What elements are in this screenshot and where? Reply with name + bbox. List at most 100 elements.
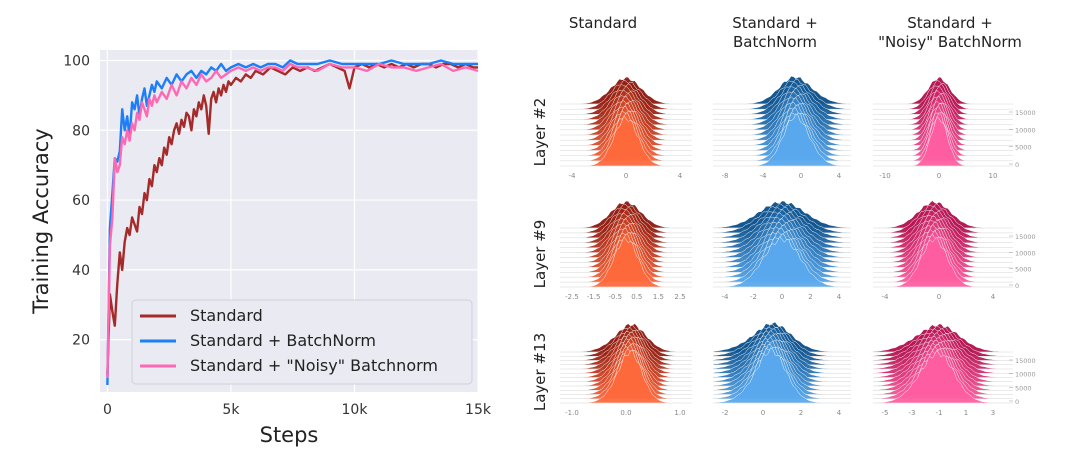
x-tick-label: 15k: [465, 402, 492, 418]
ridge: [872, 325, 1006, 357]
step-label: 0: [1015, 282, 1019, 290]
ridge: [712, 227, 852, 273]
ridge: [560, 83, 692, 115]
ridge: [873, 219, 1005, 258]
ridge: [872, 349, 1005, 404]
ridge: [560, 349, 692, 404]
ridge-x-tick: 0: [799, 172, 803, 180]
ridge: [713, 101, 852, 146]
ridge: [713, 112, 851, 162]
ridge: [560, 331, 692, 370]
ridge: [872, 332, 1006, 370]
ridge: [713, 75, 852, 105]
ridge: [560, 200, 692, 229]
ridge-x-tick: 3: [991, 409, 995, 417]
legend: Standard Standard + BatchNorm Standard + "…: [131, 299, 473, 385]
y-tick-label: 60: [72, 193, 90, 209]
ridge: [713, 78, 852, 110]
ridge: [560, 224, 692, 268]
ridge: [560, 323, 692, 353]
ridge: [873, 206, 1005, 239]
ridge: [873, 83, 1005, 115]
ridge: [873, 103, 1005, 146]
column-title-noisy-line1: Standard +: [907, 14, 993, 32]
ridge: [872, 339, 1006, 383]
ridge: [560, 102, 692, 146]
ridge: [559, 348, 693, 400]
ridge: [560, 106, 692, 151]
ridge: [713, 107, 852, 156]
ridge-x-tick: 0.0: [620, 409, 631, 417]
ridge: [712, 218, 852, 258]
ridge-x-tick: 4: [991, 293, 996, 301]
ridge: [559, 333, 693, 374]
ridge: [872, 328, 1006, 361]
ridge: [712, 336, 852, 383]
ridge: [713, 91, 852, 131]
ridge: [560, 110, 692, 156]
ridge: [873, 89, 1005, 125]
y-tick-label: 20: [72, 333, 90, 349]
ridge-x-tick: 1: [964, 409, 968, 417]
ridge-x-tick: 4: [837, 293, 842, 301]
step-label: 15000: [1015, 109, 1036, 117]
x-axis-label: Steps: [260, 423, 319, 447]
ridge-x-tick: -2.5: [565, 293, 579, 301]
ridge: [560, 336, 692, 378]
ridge: [873, 100, 1005, 141]
ridge: [873, 224, 1005, 268]
ridge: [712, 221, 852, 263]
column-title-noisy-line2: "Noisy" BatchNorm: [878, 33, 1022, 51]
ridge: [559, 228, 693, 273]
ridge: [873, 112, 1005, 162]
ridge: [713, 85, 852, 120]
ridge: [713, 87, 852, 125]
ridge-x-tick: -0.5: [608, 293, 622, 301]
ridge: [873, 76, 1005, 105]
ridge: [712, 209, 852, 244]
ridge-x-tick: -3: [909, 409, 916, 417]
ridge: [872, 346, 1006, 395]
ridge: [712, 344, 851, 395]
ridge: [560, 76, 692, 105]
ridge: [560, 95, 692, 136]
ridge: [712, 233, 852, 283]
step-label: 5000: [1015, 266, 1032, 274]
ridge-x-tick: -4: [882, 293, 890, 301]
ridge-x-tick: 4: [837, 172, 842, 180]
ridge: [560, 100, 692, 141]
column-title-batchnorm-line1: Standard +: [732, 14, 818, 32]
ridge-x-tick: 2: [799, 409, 803, 417]
legend-label-1: Standard + BatchNorm: [190, 331, 376, 350]
ridge-x-tick: -1.0: [565, 409, 579, 417]
ridge: [873, 93, 1005, 131]
ridge: [712, 206, 852, 239]
ridge-x-tick: -2: [722, 409, 729, 417]
row-title-layer-13: Layer #13: [531, 332, 549, 412]
ridge: [560, 232, 692, 278]
ridge: [873, 116, 1005, 167]
ridge-x-tick: 0: [937, 293, 941, 301]
ridge: [872, 343, 1006, 391]
ridge: [560, 203, 692, 234]
row-title-layer-9: Layer #9: [531, 219, 549, 289]
ridge-x-tick: 1.0: [674, 409, 685, 417]
ridge: [560, 340, 692, 387]
step-label: 10000: [1015, 371, 1036, 379]
ridge: [712, 324, 852, 357]
ridge: [560, 344, 692, 395]
ridge-panel-2: -10 0 10 15000 10000 5000 0: [873, 76, 1036, 180]
ridge: [712, 236, 852, 288]
ridge: [712, 212, 852, 248]
ridge-x-tick: 0: [624, 172, 628, 180]
ridge-x-tick: -5: [882, 409, 889, 417]
ridge: [712, 340, 852, 391]
ridge: [873, 95, 1005, 136]
ridge: [712, 203, 852, 234]
ridge: [712, 334, 851, 378]
x-tick-label: 10k: [342, 402, 369, 418]
ridge-x-tick: 10: [989, 172, 998, 180]
ridge: [559, 209, 693, 244]
column-title-batchnorm-line2: BatchNorm: [732, 33, 818, 51]
ridge: [560, 218, 692, 258]
